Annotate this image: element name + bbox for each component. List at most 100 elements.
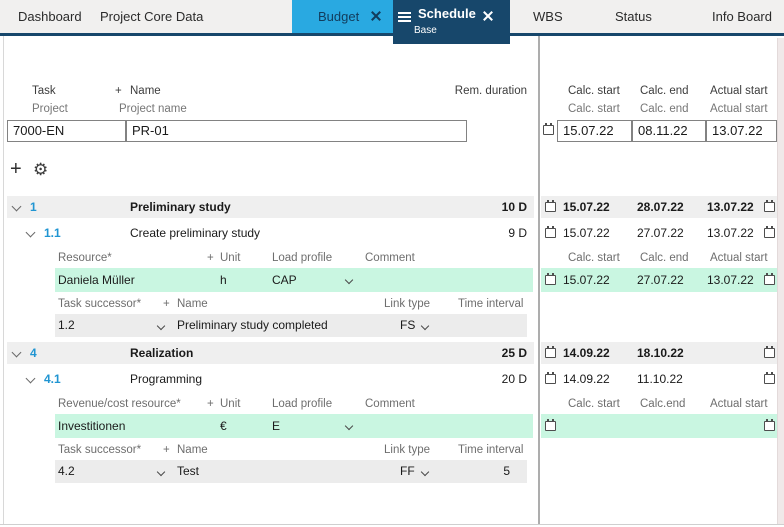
close-icon[interactable] (483, 11, 493, 21)
tab-schedule-label: Schedule (418, 6, 476, 21)
calendar-icon[interactable] (545, 200, 556, 212)
calc-start-value[interactable]: 15.07.22 (563, 273, 610, 287)
resource-name[interactable]: Daniela Müller (58, 273, 135, 287)
load-profile-value[interactable]: CAP (272, 273, 297, 287)
task-duration[interactable]: 9 D (508, 226, 527, 240)
label-calc-start: Calc. start (568, 398, 620, 410)
row-background (55, 268, 533, 292)
add-resource-icon[interactable]: + (207, 398, 214, 410)
calc-end-value[interactable]: 11.10.22 (637, 372, 683, 386)
successor-name[interactable]: Test (177, 464, 200, 478)
calendar-icon[interactable] (764, 200, 775, 212)
add-column-icon[interactable]: + (115, 85, 122, 97)
actual-start-value[interactable]: 13.07.22 (707, 226, 754, 240)
tab-dashboard[interactable]: Dashboard (18, 9, 82, 24)
link-type-value[interactable]: FS (400, 318, 416, 332)
calc-end-value[interactable]: 28.07.22 (637, 200, 684, 214)
calendar-icon[interactable] (545, 372, 556, 384)
gear-icon[interactable] (33, 160, 48, 180)
successor-name[interactable]: Preliminary study completed (177, 318, 328, 332)
project-actual-start-field[interactable]: 13.07.22 (706, 120, 777, 142)
tab-budget[interactable]: Budget (292, 0, 393, 33)
calendar-icon[interactable] (764, 346, 775, 358)
calendar-icon[interactable] (764, 372, 775, 384)
tab-project-core-data[interactable]: Project Core Data (100, 9, 204, 24)
hamburger-menu-icon[interactable] (398, 12, 411, 23)
calendar-icon[interactable] (764, 419, 775, 431)
project-calc-end-field[interactable]: 08.11.22 (632, 120, 706, 142)
tab-status[interactable]: Status (615, 9, 652, 24)
calendar-icon[interactable] (545, 273, 556, 285)
task-number[interactable]: 1 (30, 200, 37, 214)
project-header-row: Project Project name Calc. start Calc. e… (0, 101, 784, 117)
calc-end-value[interactable]: 18.10.22 (637, 346, 684, 360)
task-row: 1.1 Create preliminary study 9 D 15.07.2… (0, 222, 784, 244)
project-id-field[interactable]: 7000-EN (7, 120, 126, 142)
add-resource-icon[interactable]: + (207, 252, 214, 264)
task-name[interactable]: Realization (130, 346, 194, 360)
close-icon[interactable] (371, 11, 381, 21)
actual-start-value[interactable]: 13.07.22 (707, 273, 754, 287)
actual-start-value[interactable]: 13.07.22 (707, 200, 754, 214)
task-row: 4.1 Programming 20 D 14.09.22 11.10.22 (0, 368, 784, 390)
add-successor-icon[interactable]: + (163, 444, 170, 456)
task-name[interactable]: Programming (130, 372, 203, 386)
time-interval-value[interactable]: 5 (503, 464, 510, 478)
tab-info-board[interactable]: Info Board (712, 9, 772, 24)
resource-unit[interactable]: € (220, 419, 227, 433)
label-link-type: Link type (384, 298, 431, 310)
calc-end-value[interactable]: 27.07.22 (637, 226, 684, 240)
add-task-button[interactable]: + (10, 158, 22, 180)
tab-schedule[interactable]: Schedule Base (393, 0, 510, 44)
label-revenue-cost-resource: Revenue/cost resource* (58, 398, 181, 410)
task-summary-row: 4 Realization 25 D 14.09.22 18.10.22 (0, 342, 784, 364)
calendar-icon[interactable] (543, 123, 554, 135)
successor-id[interactable]: 4.2 (58, 464, 75, 478)
panel-bottom-border (0, 524, 784, 525)
resource-row: Investitionen € E (0, 414, 784, 438)
project-calc-start-field[interactable]: 15.07.22 (557, 120, 632, 142)
task-number[interactable]: 1.1 (44, 226, 61, 240)
task-name[interactable]: Preliminary study (130, 200, 231, 214)
label-name: Name (177, 444, 208, 456)
task-duration[interactable]: 25 D (501, 346, 527, 360)
label-actual-start: Actual start (710, 252, 768, 264)
label-load-profile: Load profile (272, 398, 333, 410)
row-background (55, 460, 527, 483)
link-type-value[interactable]: FF (400, 464, 415, 478)
label-comment: Comment (365, 398, 415, 410)
row-background (7, 342, 534, 364)
task-duration[interactable]: 20 D (501, 372, 527, 386)
add-successor-icon[interactable]: + (163, 298, 170, 310)
calendar-icon[interactable] (764, 226, 775, 238)
col-task: Task (32, 85, 56, 97)
chevron-down-icon[interactable] (25, 227, 36, 238)
chevron-down-icon[interactable] (25, 373, 36, 384)
task-number[interactable]: 4.1 (44, 372, 61, 386)
label-actual-start: Actual start (710, 103, 768, 115)
resource-name[interactable]: Investitionen (58, 419, 126, 433)
vertical-scrollbar[interactable] (777, 38, 784, 524)
col-calc-start: Calc. start (568, 85, 620, 97)
task-number[interactable]: 4 (30, 346, 37, 360)
project-row: 7000-EN PR-01 15.07.22 08.11.22 13.07.22 (0, 120, 784, 144)
successor-header-row: Task successor* + Name Link type Time in… (0, 296, 784, 312)
calc-start-value[interactable]: 14.09.22 (563, 346, 610, 360)
calc-start-value[interactable]: 15.07.22 (563, 226, 610, 240)
calendar-icon[interactable] (545, 419, 556, 431)
successor-id[interactable]: 1.2 (58, 318, 75, 332)
task-duration[interactable]: 10 D (501, 200, 527, 214)
load-profile-value[interactable]: E (272, 419, 281, 433)
task-name[interactable]: Create preliminary study (130, 226, 261, 240)
calendar-icon[interactable] (545, 346, 556, 358)
resource-unit[interactable]: h (220, 273, 227, 287)
successor-row: 4.2 Test FF 5 (0, 460, 784, 483)
row-background (541, 196, 777, 218)
calendar-icon[interactable] (545, 226, 556, 238)
project-name-field[interactable]: PR-01 (126, 120, 467, 142)
calc-end-value[interactable]: 27.07.22 (637, 273, 684, 287)
tab-wbs[interactable]: WBS (533, 9, 563, 24)
calc-start-value[interactable]: 15.07.22 (563, 200, 610, 214)
calendar-icon[interactable] (764, 273, 775, 285)
calc-start-value[interactable]: 14.09.22 (563, 372, 610, 386)
